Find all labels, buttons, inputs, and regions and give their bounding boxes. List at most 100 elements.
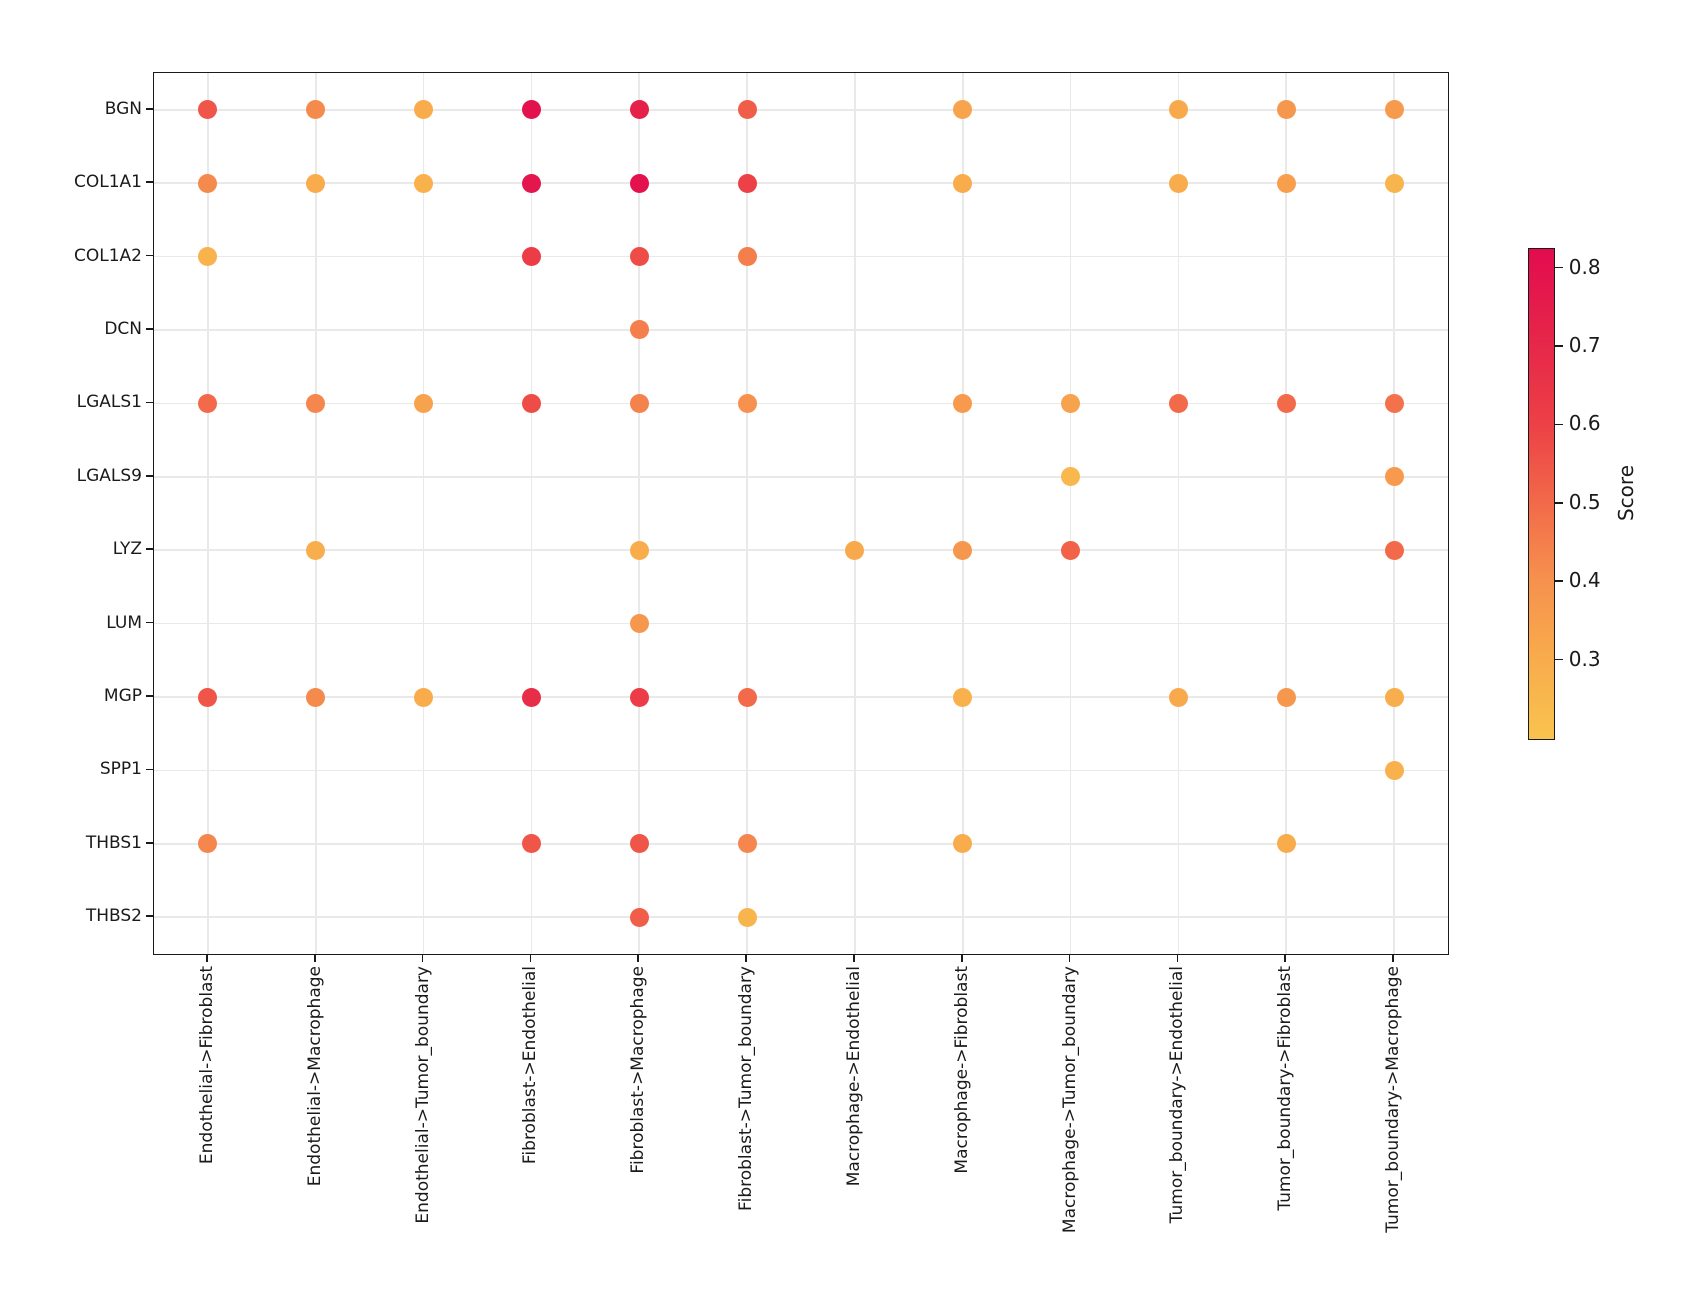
y-tick-mark — [146, 768, 153, 771]
data-point-SPP1-Tumor_boundary->Macrophage — [1384, 760, 1404, 780]
gridline-horizontal — [154, 769, 1448, 772]
gridline-horizontal — [154, 475, 1448, 478]
gridline-horizontal — [154, 255, 1448, 258]
x-tick-label-Endothelial->Fibroblast: Endothelial->Fibroblast — [196, 966, 217, 1165]
data-point-THBS1-Macrophage->Fibroblast — [953, 834, 973, 854]
gridline-vertical — [1069, 73, 1072, 954]
data-point-LGALS1-Fibroblast->Endothelial — [521, 393, 541, 413]
data-point-BGN-Macrophage->Fibroblast — [953, 100, 973, 120]
data-point-LGALS1-Tumor_boundary->Macrophage — [1384, 393, 1404, 413]
data-point-DCN-Fibroblast->Macrophage — [629, 320, 649, 340]
x-tick-mark — [853, 955, 855, 962]
colorbar-tick-label-0.3: 0.3 — [1568, 646, 1601, 671]
data-point-COL1A1-Fibroblast->Tumor_boundary — [737, 173, 757, 193]
colorbar-tick-label-0.4: 0.4 — [1568, 568, 1601, 593]
y-tick-mark — [146, 695, 153, 697]
data-point-LYZ-Endothelial->Macrophage — [306, 540, 326, 560]
gridline-horizontal — [154, 843, 1448, 845]
data-point-BGN-Fibroblast->Endothelial — [521, 100, 541, 120]
gridline-vertical — [854, 73, 856, 954]
x-tick-mark — [637, 955, 640, 962]
y-tick-mark — [146, 107, 153, 110]
colorbar-tick-label-0.5: 0.5 — [1568, 489, 1601, 514]
data-point-LGALS1-Macrophage->Tumor_boundary — [1061, 393, 1081, 413]
data-point-THBS1-Endothelial->Fibroblast — [198, 834, 218, 854]
gridline-vertical — [746, 73, 748, 954]
x-tick-mark — [313, 955, 316, 962]
x-tick-mark — [206, 955, 208, 962]
y-tick-mark — [146, 915, 153, 918]
data-point-LYZ-Macrophage->Tumor_boundary — [1061, 540, 1081, 560]
x-tick-label-Macrophage->Endothelial: Macrophage->Endothelial — [843, 966, 864, 1187]
gridline-vertical — [207, 73, 209, 954]
data-point-MGP-Fibroblast->Tumor_boundary — [737, 687, 757, 707]
data-point-BGN-Tumor_boundary->Macrophage — [1384, 100, 1404, 120]
y-tick-mark — [146, 401, 153, 404]
x-tick-label-Fibroblast->Tumor_boundary: Fibroblast->Tumor_boundary — [736, 966, 757, 1211]
data-point-LGALS1-Tumor_boundary->Fibroblast — [1276, 393, 1296, 413]
colorbar — [1528, 248, 1555, 740]
data-point-BGN-Tumor_boundary->Fibroblast — [1276, 100, 1296, 120]
data-point-BGN-Endothelial->Macrophage — [306, 100, 326, 120]
data-point-MGP-Fibroblast->Endothelial — [521, 687, 541, 707]
colorbar-tick-mark — [1554, 266, 1563, 269]
data-point-BGN-Fibroblast->Tumor_boundary — [737, 100, 757, 120]
y-tick-mark — [146, 254, 153, 257]
plot-area — [153, 72, 1449, 955]
data-point-COL1A1-Macrophage->Fibroblast — [953, 173, 973, 193]
colorbar-tick-mark — [1554, 658, 1563, 661]
data-point-LYZ-Tumor_boundary->Macrophage — [1384, 540, 1404, 560]
data-point-COL1A1-Endothelial->Fibroblast — [198, 173, 218, 193]
colorbar-tick-mark — [1554, 502, 1563, 504]
data-point-COL1A1-Tumor_boundary->Fibroblast — [1276, 173, 1296, 193]
x-tick-label-Tumor_boundary->Macrophage: Tumor_boundary->Macrophage — [1383, 966, 1404, 1233]
x-tick-label-Fibroblast->Macrophage: Fibroblast->Macrophage — [628, 966, 649, 1174]
data-point-LGALS1-Endothelial->Macrophage — [306, 393, 326, 413]
y-tick-mark — [146, 181, 153, 183]
y-tick-mark — [146, 474, 153, 477]
data-point-MGP-Tumor_boundary->Endothelial — [1168, 687, 1188, 707]
data-point-THBS2-Fibroblast->Macrophage — [629, 907, 649, 927]
data-point-LUM-Fibroblast->Macrophage — [629, 614, 649, 634]
x-tick-label-Macrophage->Tumor_boundary: Macrophage->Tumor_boundary — [1059, 966, 1080, 1234]
y-tick-label-THBS1: THBS1 — [85, 832, 142, 853]
gridline-horizontal — [154, 108, 1448, 111]
x-tick-label-Tumor_boundary->Fibroblast: Tumor_boundary->Fibroblast — [1275, 966, 1296, 1211]
y-tick-label-MGP: MGP — [103, 686, 142, 707]
y-tick-label-LGALS1: LGALS1 — [76, 392, 142, 413]
gridline-vertical — [961, 73, 964, 954]
x-tick-mark — [421, 955, 424, 962]
x-tick-label-Fibroblast->Endothelial: Fibroblast->Endothelial — [520, 966, 541, 1165]
data-point-COL1A1-Endothelial->Macrophage — [306, 173, 326, 193]
colorbar-tick-label-0.6: 0.6 — [1568, 411, 1601, 436]
y-tick-label-LYZ: LYZ — [112, 539, 142, 560]
y-tick-label-LUM: LUM — [106, 612, 142, 633]
data-point-MGP-Macrophage->Fibroblast — [953, 687, 973, 707]
colorbar-tick-mark — [1554, 580, 1563, 582]
data-point-MGP-Fibroblast->Macrophage — [629, 687, 649, 707]
x-tick-label-Macrophage->Fibroblast: Macrophage->Fibroblast — [951, 966, 972, 1174]
data-point-LGALS1-Macrophage->Fibroblast — [953, 393, 973, 413]
data-point-LGALS9-Tumor_boundary->Macrophage — [1384, 467, 1404, 487]
y-tick-mark — [146, 621, 153, 624]
data-point-LGALS1-Tumor_boundary->Endothelial — [1168, 393, 1188, 413]
data-point-MGP-Endothelial->Tumor_boundary — [414, 687, 434, 707]
data-point-COL1A1-Tumor_boundary->Macrophage — [1384, 173, 1404, 193]
gridline-vertical — [314, 73, 317, 954]
y-tick-label-COL1A2: COL1A2 — [74, 245, 142, 266]
data-point-MGP-Tumor_boundary->Fibroblast — [1276, 687, 1296, 707]
data-point-THBS1-Fibroblast->Endothelial — [521, 834, 541, 854]
data-point-BGN-Endothelial->Fibroblast — [198, 100, 218, 120]
data-point-LGALS1-Endothelial->Fibroblast — [198, 393, 218, 413]
gridline-horizontal — [154, 696, 1448, 698]
gridline-horizontal — [154, 622, 1448, 625]
x-tick-label-Endothelial->Tumor_boundary: Endothelial->Tumor_boundary — [412, 966, 433, 1224]
y-tick-label-LGALS9: LGALS9 — [76, 465, 142, 486]
x-tick-mark — [960, 955, 963, 962]
data-point-COL1A1-Endothelial->Tumor_boundary — [414, 173, 434, 193]
gridline-horizontal — [154, 182, 1448, 184]
colorbar-label: Score — [1614, 464, 1638, 522]
gridline-horizontal — [154, 916, 1448, 919]
x-tick-mark — [1392, 955, 1394, 962]
gridline-vertical — [530, 73, 533, 954]
